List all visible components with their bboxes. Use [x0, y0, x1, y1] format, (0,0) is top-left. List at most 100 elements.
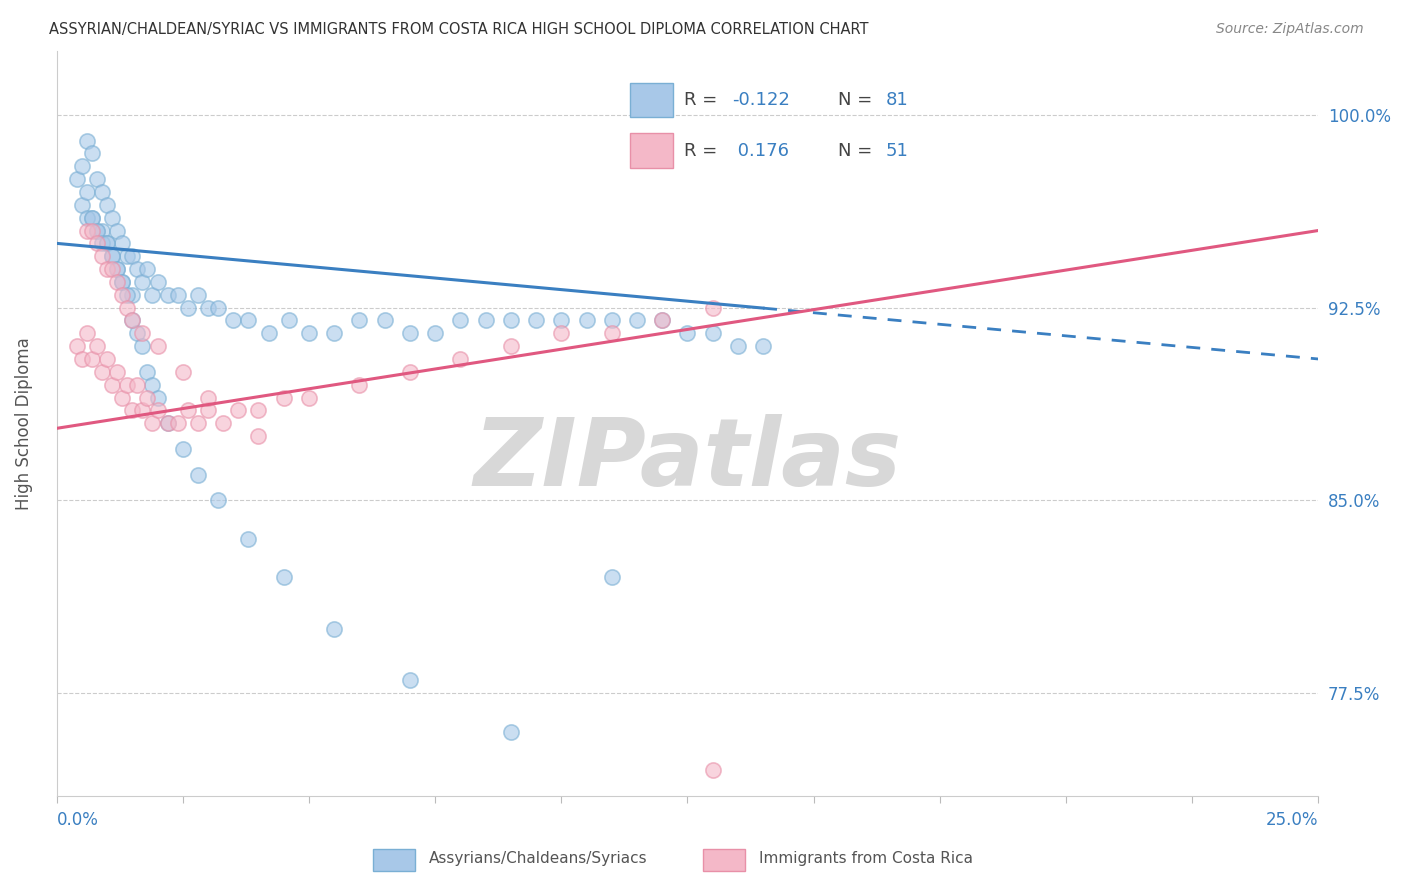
Point: [101, 262, 124, 277]
Point: [117, 301, 139, 315]
Point: [86, 236, 108, 251]
Point: [127, 262, 149, 277]
Text: Source: ZipAtlas.com: Source: ZipAtlas.com: [1216, 22, 1364, 37]
Point: [66, 172, 89, 186]
Point: [101, 249, 124, 263]
Point: [702, 301, 724, 315]
Point: [101, 211, 124, 225]
Point: [105, 262, 128, 277]
Point: [86, 223, 108, 237]
Point: [105, 262, 128, 277]
Point: [80, 223, 103, 237]
Point: [70, 351, 93, 366]
Point: [349, 377, 371, 392]
Point: [298, 326, 321, 341]
Point: [298, 391, 321, 405]
Point: [177, 403, 200, 417]
Point: [117, 377, 139, 392]
Point: [96, 262, 118, 277]
Point: [374, 313, 396, 327]
Point: [86, 223, 108, 237]
Point: [399, 326, 422, 341]
Text: -0.122: -0.122: [733, 91, 790, 109]
Point: [575, 313, 598, 327]
Point: [626, 313, 648, 327]
Point: [136, 262, 159, 277]
Bar: [630, 134, 673, 168]
Point: [96, 236, 118, 251]
Point: [105, 223, 128, 237]
Point: [524, 313, 547, 327]
Point: [111, 287, 134, 301]
Point: [111, 236, 134, 251]
Point: [136, 391, 159, 405]
Point: [101, 377, 124, 392]
Point: [121, 403, 143, 417]
Point: [117, 287, 139, 301]
Point: [66, 339, 89, 353]
Point: [247, 429, 270, 443]
Point: [131, 403, 153, 417]
Point: [111, 391, 134, 405]
Text: ASSYRIAN/CHALDEAN/SYRIAC VS IMMIGRANTS FROM COSTA RICA HIGH SCHOOL DIPLOMA CORRE: ASSYRIAN/CHALDEAN/SYRIAC VS IMMIGRANTS F…: [49, 22, 869, 37]
Point: [121, 287, 143, 301]
Point: [156, 416, 179, 430]
Point: [257, 326, 280, 341]
Point: [702, 763, 724, 777]
Point: [70, 159, 93, 173]
Point: [499, 313, 522, 327]
Bar: [373, 848, 415, 871]
Point: [111, 275, 134, 289]
Point: [676, 326, 699, 341]
Point: [399, 365, 422, 379]
Point: [141, 287, 163, 301]
Point: [349, 313, 371, 327]
Point: [80, 211, 103, 225]
Text: Immigrants from Costa Rica: Immigrants from Costa Rica: [759, 851, 973, 866]
Text: 81: 81: [886, 91, 908, 109]
Bar: [630, 83, 673, 118]
Point: [131, 326, 153, 341]
Text: 51: 51: [886, 142, 908, 160]
Point: [101, 249, 124, 263]
Point: [117, 249, 139, 263]
Point: [146, 339, 169, 353]
Point: [207, 301, 229, 315]
Point: [96, 351, 118, 366]
Point: [76, 185, 98, 199]
Y-axis label: High School Diploma: High School Diploma: [15, 337, 32, 509]
Point: [80, 351, 103, 366]
Point: [187, 416, 209, 430]
Point: [187, 287, 209, 301]
Point: [273, 391, 295, 405]
Point: [226, 403, 249, 417]
Point: [146, 275, 169, 289]
Point: [600, 326, 623, 341]
Point: [197, 301, 219, 315]
Point: [323, 326, 346, 341]
Text: ZIPatlas: ZIPatlas: [474, 415, 901, 507]
Point: [166, 416, 188, 430]
Text: 0.176: 0.176: [733, 142, 789, 160]
Point: [474, 313, 496, 327]
Point: [121, 249, 143, 263]
Point: [80, 211, 103, 225]
Point: [111, 275, 134, 289]
Point: [550, 313, 572, 327]
Point: [141, 377, 163, 392]
Point: [499, 339, 522, 353]
Point: [70, 198, 93, 212]
Text: N =: N =: [838, 91, 877, 109]
Point: [651, 313, 673, 327]
Point: [187, 467, 209, 482]
Text: N =: N =: [838, 142, 877, 160]
Point: [399, 673, 422, 687]
Point: [121, 313, 143, 327]
Text: R =: R =: [685, 142, 724, 160]
Bar: [703, 848, 745, 871]
Point: [76, 326, 98, 341]
Point: [76, 134, 98, 148]
Point: [212, 416, 235, 430]
Point: [238, 313, 260, 327]
Point: [238, 532, 260, 546]
